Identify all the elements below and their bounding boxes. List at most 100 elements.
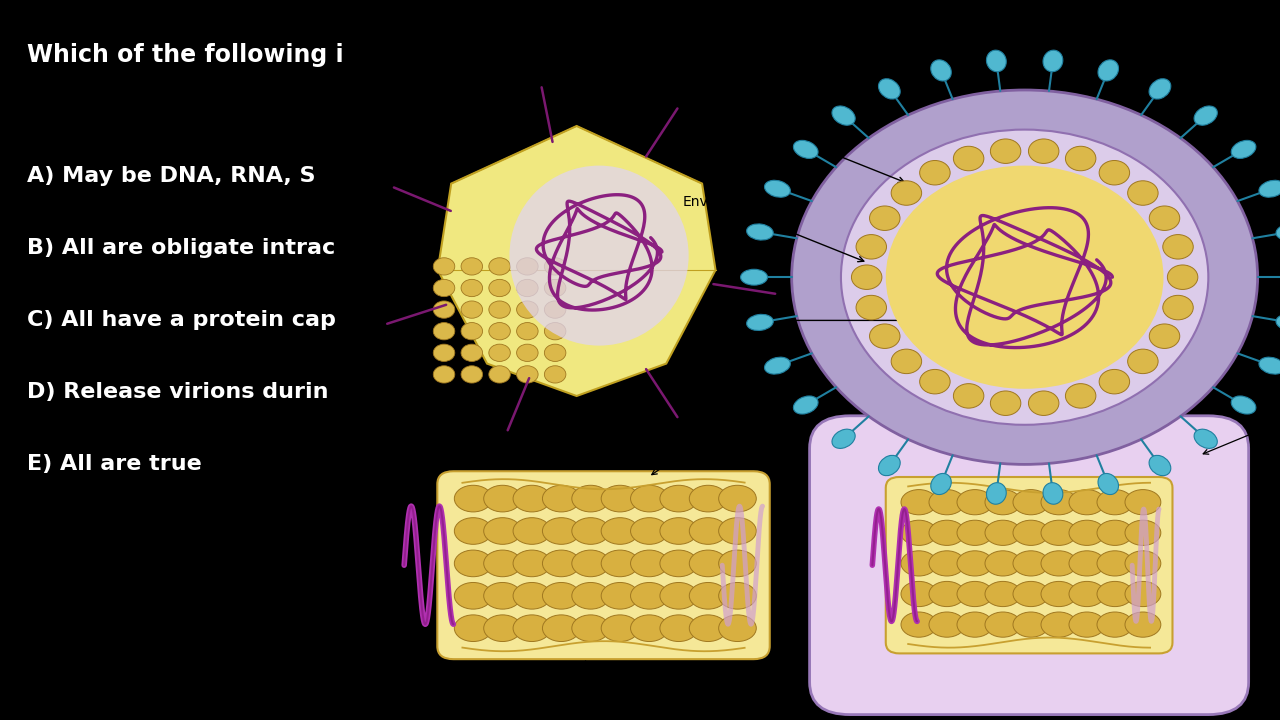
Ellipse shape xyxy=(987,482,1006,504)
Text: C) All have a protein cap: C) All have a protein cap xyxy=(27,310,335,330)
Ellipse shape xyxy=(660,518,698,544)
Ellipse shape xyxy=(1041,490,1076,515)
Ellipse shape xyxy=(1012,612,1048,637)
Ellipse shape xyxy=(1194,106,1217,125)
Ellipse shape xyxy=(631,518,668,544)
Ellipse shape xyxy=(1043,50,1062,72)
Text: Capsomeres: Capsomeres xyxy=(408,391,493,431)
Circle shape xyxy=(851,265,882,289)
Ellipse shape xyxy=(484,582,521,609)
Circle shape xyxy=(841,130,1208,425)
Ellipse shape xyxy=(631,582,668,609)
Ellipse shape xyxy=(454,518,492,544)
Ellipse shape xyxy=(1194,429,1217,449)
Ellipse shape xyxy=(929,490,965,515)
Circle shape xyxy=(517,279,538,297)
Text: Genome: Genome xyxy=(658,414,710,427)
Circle shape xyxy=(954,146,984,171)
Ellipse shape xyxy=(1125,490,1161,515)
Ellipse shape xyxy=(513,485,550,512)
Ellipse shape xyxy=(602,550,639,577)
Ellipse shape xyxy=(602,615,639,642)
Ellipse shape xyxy=(901,520,937,546)
Ellipse shape xyxy=(1097,612,1133,637)
Ellipse shape xyxy=(957,612,993,637)
Ellipse shape xyxy=(543,550,580,577)
Circle shape xyxy=(489,323,511,340)
Circle shape xyxy=(1128,349,1158,374)
Ellipse shape xyxy=(1149,455,1171,476)
Ellipse shape xyxy=(543,485,580,512)
Ellipse shape xyxy=(1069,582,1105,606)
Ellipse shape xyxy=(957,551,993,576)
Ellipse shape xyxy=(543,582,580,609)
Text: (a) Naked forms: (a) Naked forms xyxy=(512,18,650,33)
Circle shape xyxy=(433,323,454,340)
Ellipse shape xyxy=(690,615,727,642)
Ellipse shape xyxy=(513,582,550,609)
Ellipse shape xyxy=(764,357,790,374)
Ellipse shape xyxy=(602,582,639,609)
FancyBboxPatch shape xyxy=(886,477,1172,654)
Circle shape xyxy=(1149,206,1180,230)
Circle shape xyxy=(489,301,511,318)
Circle shape xyxy=(517,344,538,361)
Circle shape xyxy=(517,301,538,318)
Circle shape xyxy=(1028,391,1059,415)
Ellipse shape xyxy=(1097,551,1133,576)
Circle shape xyxy=(433,279,454,297)
Ellipse shape xyxy=(572,518,609,544)
Ellipse shape xyxy=(1097,520,1133,546)
Circle shape xyxy=(791,90,1257,464)
Circle shape xyxy=(544,366,566,383)
Ellipse shape xyxy=(1125,582,1161,606)
Circle shape xyxy=(856,235,887,259)
Ellipse shape xyxy=(572,582,609,609)
Ellipse shape xyxy=(1012,520,1048,546)
Ellipse shape xyxy=(718,615,756,642)
Circle shape xyxy=(461,279,483,297)
Ellipse shape xyxy=(1043,482,1062,504)
Circle shape xyxy=(544,279,566,297)
Ellipse shape xyxy=(746,315,773,330)
Ellipse shape xyxy=(631,550,668,577)
Text: Capsid
Genome: Capsid Genome xyxy=(652,402,764,474)
Circle shape xyxy=(544,258,566,275)
Ellipse shape xyxy=(1012,582,1048,606)
Ellipse shape xyxy=(794,396,818,414)
Ellipse shape xyxy=(572,550,609,577)
Ellipse shape xyxy=(1069,551,1105,576)
FancyBboxPatch shape xyxy=(438,471,769,660)
Ellipse shape xyxy=(690,550,727,577)
Ellipse shape xyxy=(602,485,639,512)
Ellipse shape xyxy=(878,455,900,476)
Ellipse shape xyxy=(513,550,550,577)
Ellipse shape xyxy=(1231,396,1256,414)
Ellipse shape xyxy=(1012,490,1048,515)
Circle shape xyxy=(869,206,900,230)
Ellipse shape xyxy=(660,582,698,609)
Text: Envelope: Envelope xyxy=(1203,413,1280,454)
Ellipse shape xyxy=(1260,180,1280,197)
Ellipse shape xyxy=(986,582,1021,606)
Circle shape xyxy=(489,279,511,297)
Circle shape xyxy=(544,301,566,318)
Ellipse shape xyxy=(484,485,521,512)
Ellipse shape xyxy=(929,551,965,576)
Ellipse shape xyxy=(1260,357,1280,374)
Ellipse shape xyxy=(957,490,993,515)
Circle shape xyxy=(517,258,538,275)
Circle shape xyxy=(891,181,922,205)
Ellipse shape xyxy=(986,612,1021,637)
Ellipse shape xyxy=(957,582,993,606)
Text: Capsomeres: Capsomeres xyxy=(547,661,625,710)
Ellipse shape xyxy=(572,615,609,642)
Circle shape xyxy=(517,366,538,383)
Ellipse shape xyxy=(929,582,965,606)
Text: (b) Enveloped forms: (b) Enveloped forms xyxy=(951,18,1125,33)
Ellipse shape xyxy=(746,224,773,240)
Ellipse shape xyxy=(929,520,965,546)
Text: Which of the following i: Which of the following i xyxy=(27,43,343,67)
Circle shape xyxy=(1100,161,1130,185)
Ellipse shape xyxy=(1098,474,1119,495)
